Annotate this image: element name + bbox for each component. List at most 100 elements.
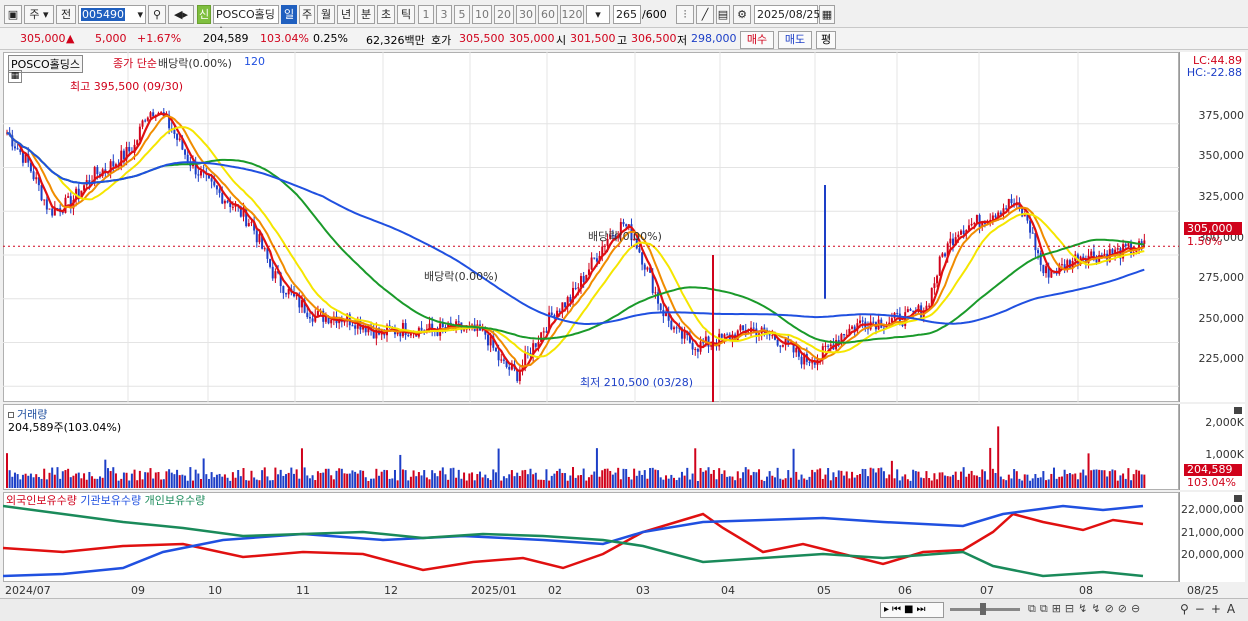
- zoom-icons[interactable]: ⚲−+A: [1180, 602, 1242, 616]
- draw-line-icon[interactable]: ╱: [696, 5, 714, 24]
- period-minute-tab[interactable]: 분: [357, 5, 375, 24]
- prev-button[interactable]: 전: [56, 5, 76, 24]
- candle-body: [144, 120, 147, 122]
- volume-chart-svg[interactable]: [3, 404, 1179, 490]
- candle-body: [813, 362, 816, 365]
- interval-20[interactable]: 20: [494, 5, 514, 24]
- candle-body: [27, 154, 30, 163]
- period-tick-tab[interactable]: 틱: [397, 5, 415, 24]
- volume-bar: [1092, 469, 1095, 488]
- period-month-tab[interactable]: 월: [317, 5, 335, 24]
- holding-close-icon[interactable]: [1234, 495, 1242, 502]
- window-menu-icon[interactable]: ▣: [4, 5, 22, 24]
- volume-bar: [43, 468, 46, 488]
- volume-bar: [162, 479, 165, 488]
- interval-1[interactable]: 1: [418, 5, 434, 24]
- volume-bar: [534, 472, 537, 488]
- volume-bar: [609, 470, 612, 488]
- calendar-icon[interactable]: ▦: [819, 5, 835, 24]
- volume-bar: [144, 472, 147, 488]
- sell-button[interactable]: 매도: [778, 31, 812, 49]
- period-week-tab[interactable]: 주: [299, 5, 315, 24]
- volume-bar: [949, 476, 952, 488]
- grid-toggle-icon[interactable]: ▦: [8, 70, 22, 83]
- volume-bar: [877, 468, 880, 488]
- buy-button[interactable]: 매수: [740, 31, 774, 49]
- interval-10[interactable]: 10: [472, 5, 492, 24]
- playback-controls[interactable]: ▸⏮■⏭: [880, 602, 944, 618]
- volume-bar: [840, 470, 843, 488]
- interval-dropdown[interactable]: ▾: [586, 5, 610, 24]
- volume-bar: [1111, 469, 1114, 488]
- price-chart-svg[interactable]: [3, 52, 1179, 402]
- volume-bar: [614, 472, 617, 488]
- ma-line-120: [6, 131, 1145, 325]
- interval-30[interactable]: 30: [516, 5, 536, 24]
- volume-bar: [239, 476, 242, 488]
- market-select[interactable]: 주 ▾: [24, 5, 54, 24]
- volume-bar: [412, 470, 415, 488]
- candle-body: [739, 325, 742, 331]
- volume-bar: [930, 480, 933, 488]
- candle-body: [614, 235, 617, 238]
- volume-bar: [327, 468, 330, 488]
- interval-5[interactable]: 5: [454, 5, 470, 24]
- volume-bar: [545, 469, 548, 488]
- sound-icon[interactable]: ◀▸: [168, 5, 194, 24]
- settings-gear-icon[interactable]: ⚙: [733, 5, 751, 24]
- volume-bar: [811, 469, 814, 488]
- period-second-tab[interactable]: 초: [377, 5, 395, 24]
- candle-body: [234, 204, 237, 207]
- volume-bar: [343, 473, 346, 488]
- period-year-tab[interactable]: 년: [337, 5, 355, 24]
- search-icon[interactable]: ⚲: [148, 5, 166, 24]
- candle-body: [1037, 250, 1040, 254]
- eval-button[interactable]: 평: [816, 31, 836, 49]
- candle-type-icon[interactable]: ⫶: [676, 5, 694, 24]
- zoom-slider-handle[interactable]: [980, 603, 986, 615]
- volume-bar: [1037, 477, 1040, 488]
- period-day-tab[interactable]: 일: [281, 5, 297, 24]
- candle-body: [532, 343, 535, 357]
- inst-holding-line: [3, 504, 1144, 578]
- candle-body: [928, 305, 931, 307]
- stock-code-input[interactable]: 005490 ▾: [78, 5, 146, 24]
- candle-body: [859, 320, 862, 324]
- candle-body: [409, 333, 412, 336]
- volume-bar: [120, 478, 123, 488]
- save-icon[interactable]: ▤: [716, 5, 730, 24]
- volume-bar: [455, 477, 458, 488]
- candle-body: [1119, 248, 1122, 259]
- stock-code-value: 005490: [81, 8, 125, 21]
- candle-body: [821, 346, 824, 359]
- volume-bar: [465, 480, 468, 488]
- interval-60[interactable]: 60: [538, 5, 558, 24]
- volume-bar: [898, 480, 901, 488]
- volume-bar: [457, 469, 460, 488]
- volume-bar: [904, 474, 907, 488]
- candle-body: [168, 114, 171, 129]
- interval-120[interactable]: 120: [560, 5, 584, 24]
- current-price: 305,000: [20, 32, 66, 45]
- volume-bar: [375, 468, 378, 488]
- volume-bar: [617, 467, 620, 488]
- volume-close-icon[interactable]: [1234, 407, 1242, 414]
- volume-bar: [856, 475, 859, 488]
- tool-icons[interactable]: ⧉⧉⊞⊟↯↯⊘⊘⊖: [1028, 602, 1145, 615]
- volume-bar: [922, 478, 925, 488]
- holding-chart-svg[interactable]: [3, 492, 1179, 582]
- volume-bar: [859, 473, 862, 488]
- volume-bar: [197, 473, 200, 488]
- volume-bar: [641, 474, 644, 488]
- open-price: 301,500: [570, 32, 616, 45]
- stock-name-field[interactable]: POSCO홀딩스: [213, 5, 279, 38]
- interval-3[interactable]: 3: [436, 5, 452, 24]
- date-input[interactable]: 2025/08/25: [754, 5, 820, 24]
- volume-bar: [112, 467, 115, 488]
- count-input[interactable]: 265: [613, 5, 641, 24]
- candle-body: [925, 305, 928, 312]
- volume-bar: [173, 474, 176, 488]
- candle-body: [593, 257, 596, 259]
- candle-body: [811, 362, 814, 364]
- candle-body: [872, 321, 875, 323]
